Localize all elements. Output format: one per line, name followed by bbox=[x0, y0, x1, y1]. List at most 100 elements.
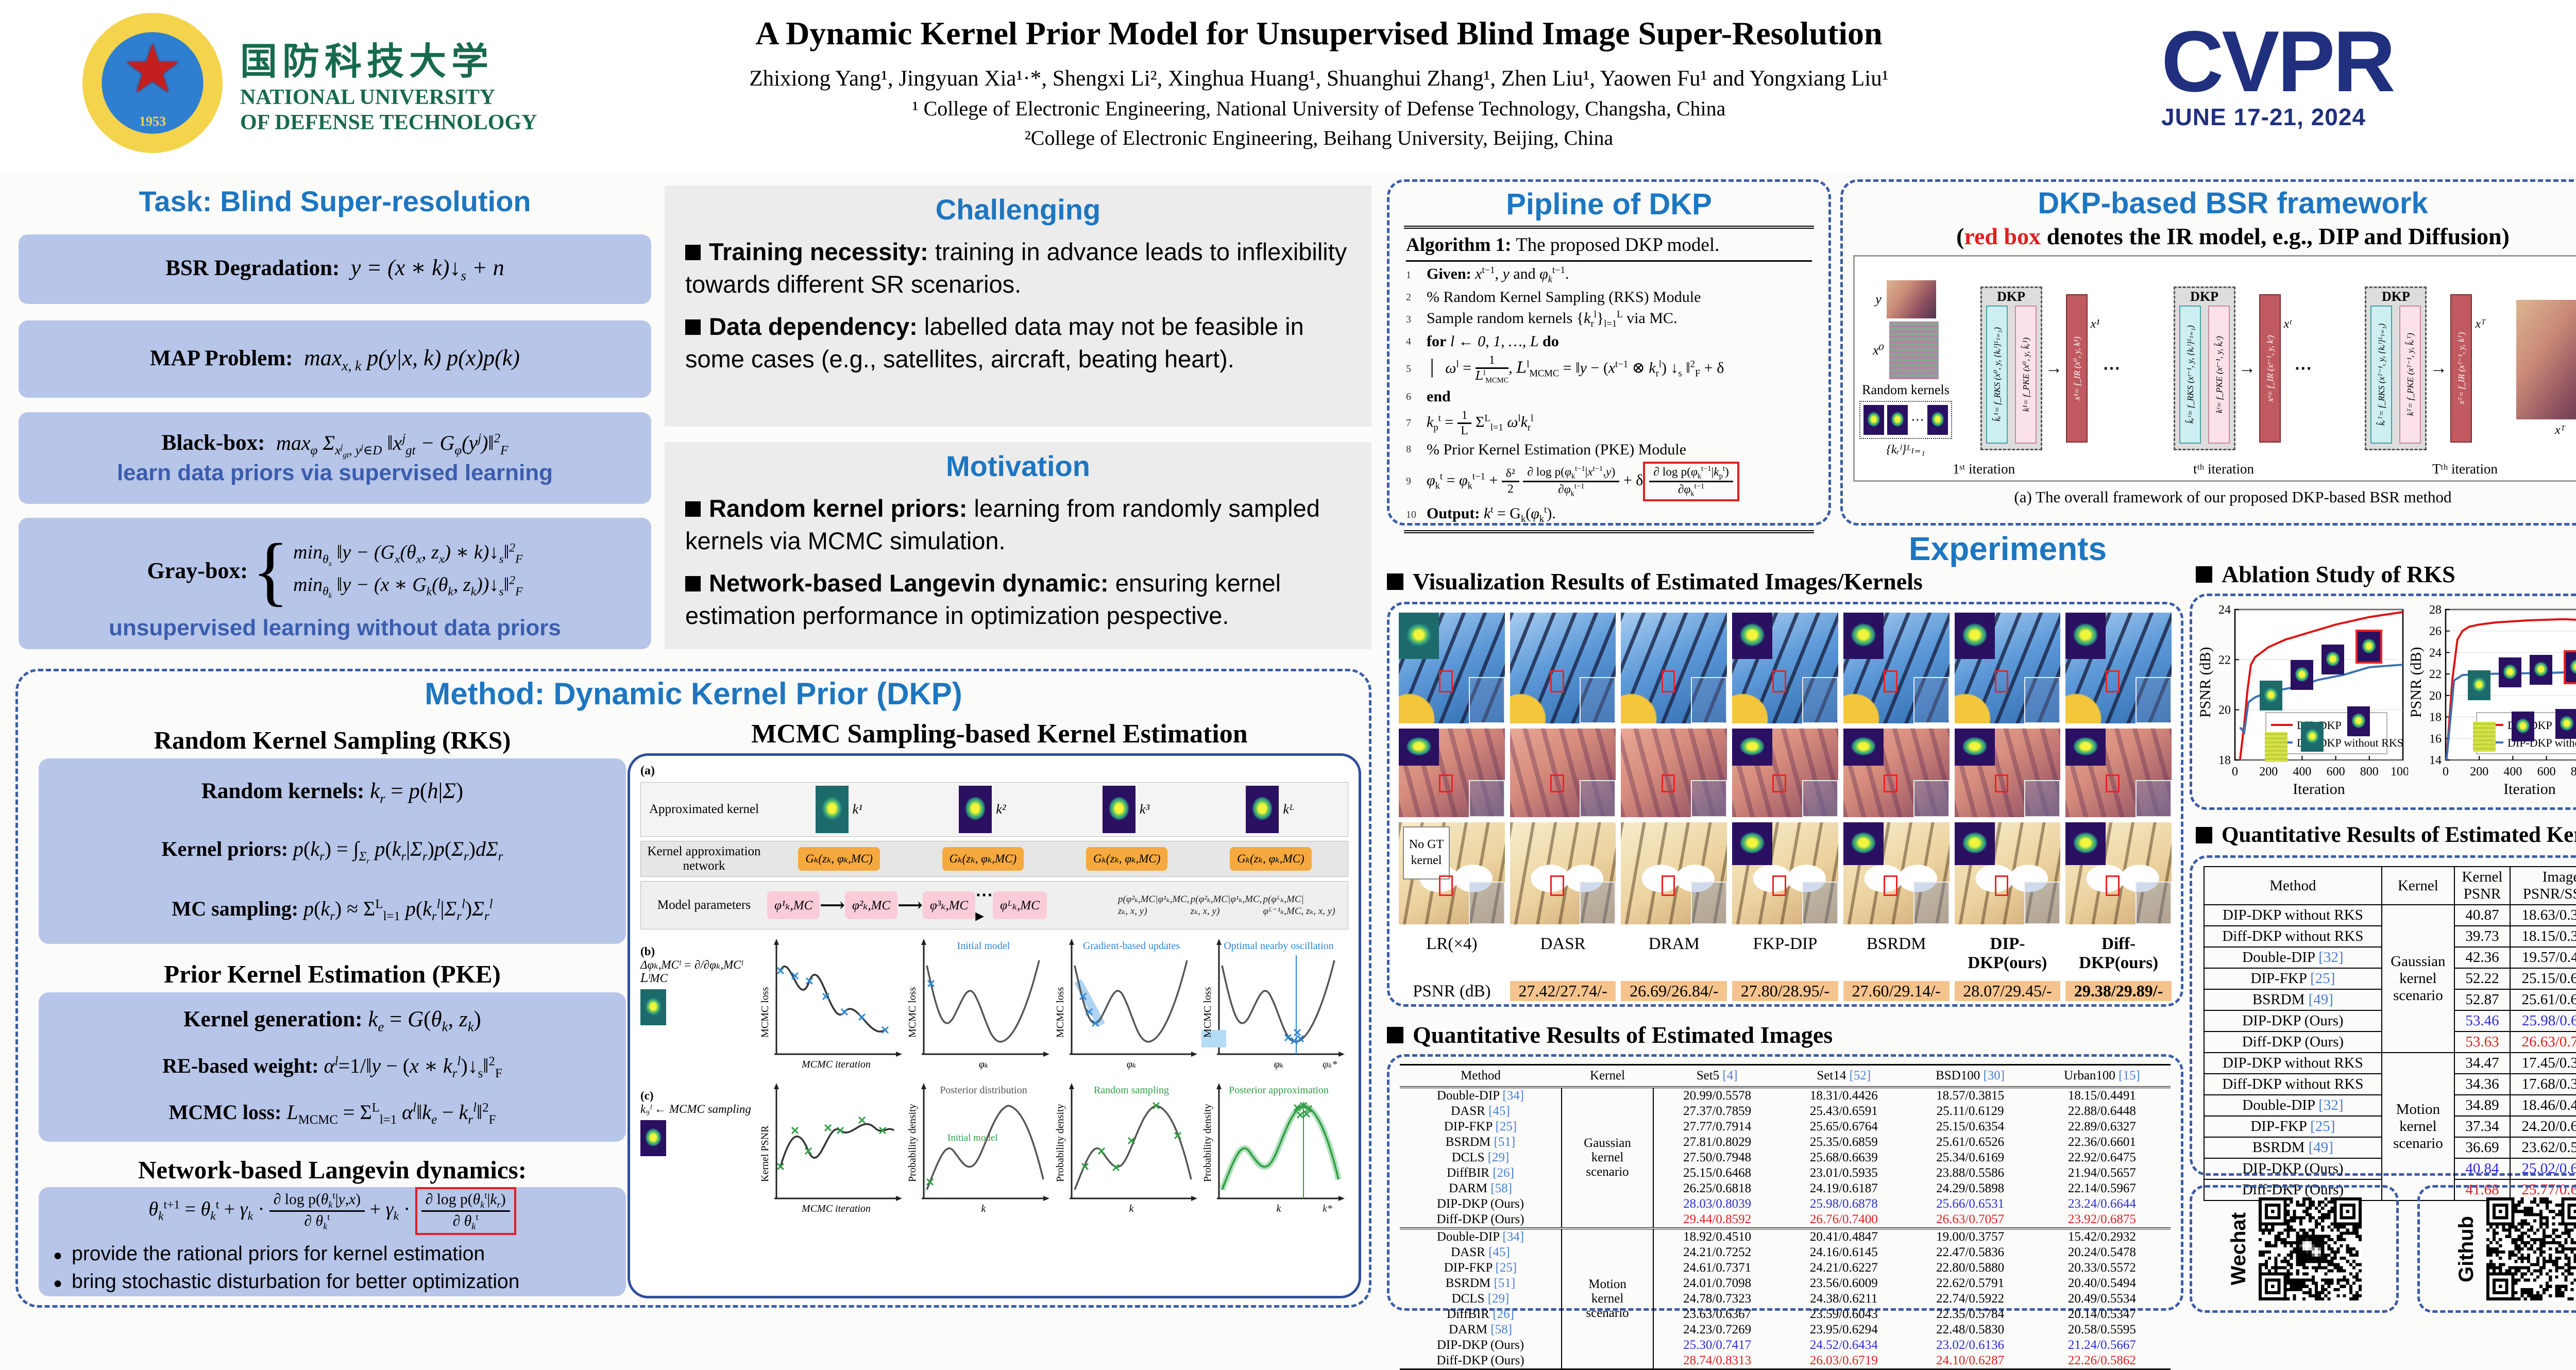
kernel-network-strip: Kernel approximation network Gₖ(zₖ, φₖ,M… bbox=[640, 841, 1348, 877]
kernel-inset bbox=[1732, 729, 1772, 766]
result-image-cell bbox=[1843, 729, 1950, 817]
svg-text:0: 0 bbox=[2443, 765, 2449, 779]
wechat-box: Wechat bbox=[2190, 1185, 2399, 1313]
transition-label: p(φ²ₖ,MC|φ¹ₖ,MC, zₖ, x, y) bbox=[1191, 893, 1263, 917]
arrow-icon: ⋯▸ bbox=[975, 885, 993, 926]
method-column-label: Diff-DKP(ours) bbox=[2065, 929, 2172, 973]
nudt-logo: ★ 1953 国防科技大学 NATIONAL UNIVERSITY OF DEF… bbox=[82, 13, 537, 153]
motivation-bullet-2: Network-based Langevin dynamic: ensuring… bbox=[685, 567, 1351, 632]
red-annotation-box bbox=[1550, 670, 1564, 692]
method-column-label: DRAM bbox=[1621, 929, 1727, 973]
psnr-value: 28.07/29.45/- bbox=[1955, 981, 2061, 1001]
bullet-square-icon bbox=[685, 576, 701, 591]
value-cell: 24.21/0.7252 bbox=[1653, 1245, 1781, 1260]
pipeline-heading: Pipline of DKP bbox=[1404, 187, 1814, 222]
kernel-mini-thumb bbox=[2530, 655, 2552, 685]
value-cell: 39.73 bbox=[2454, 926, 2510, 947]
value-cell: 20.49/0.5534 bbox=[2033, 1291, 2171, 1307]
kernel-thumb bbox=[1863, 405, 1884, 435]
fig-b-row: (b) Δφₖ,MCˡ = ∂/∂φₖ,MCˡ 𝐿ˡMC MCMC loss M… bbox=[640, 935, 1348, 1074]
value-cell: 25.15/0.6468 bbox=[1653, 1165, 1781, 1181]
red-annotation-box bbox=[1772, 875, 1786, 896]
red-annotation-box bbox=[1884, 774, 1897, 792]
kernel-mini-thumb bbox=[2260, 681, 2282, 711]
method-column-label: DASR bbox=[1510, 929, 1616, 973]
kernel-thumb bbox=[1927, 405, 1948, 435]
value-cell: 22.80/0.5880 bbox=[1907, 1260, 2033, 1276]
fig-b-formula: Δφₖ,MCˡ = ∂/∂φₖ,MCˡ 𝐿ˡMC bbox=[640, 958, 759, 985]
line-content: % Random Kernel Sampling (RKS) Module bbox=[1427, 289, 1701, 306]
result-image-cell bbox=[1843, 613, 1950, 723]
pke-row-2: RE-based weight: αl=1/‖y − (x ∗ krl)↓s‖2… bbox=[162, 1054, 502, 1081]
mcmc-heading: MCMC Sampling-based Kernel Estimation bbox=[634, 719, 1365, 749]
kernel-label: kᴸ bbox=[1283, 802, 1294, 817]
method-cell: DASR [45] bbox=[1400, 1104, 1562, 1119]
svg-text:MCMC loss: MCMC loss bbox=[759, 987, 771, 1038]
svg-text:18: 18 bbox=[2429, 711, 2442, 724]
svg-text:Probability density: Probability density bbox=[1055, 1104, 1066, 1182]
value-cell: 23.95/0.6294 bbox=[1781, 1322, 1907, 1338]
dots: ⋯ bbox=[2103, 358, 2120, 379]
red-annotation-box bbox=[1439, 774, 1453, 792]
column-header: Set5 [4] bbox=[1653, 1065, 1781, 1088]
line-number: 1 bbox=[1406, 269, 1419, 281]
svg-text:16: 16 bbox=[2429, 732, 2442, 746]
approximated-kernel: k² bbox=[959, 786, 1006, 833]
framework-heading: DKP-based BSR framework bbox=[1853, 186, 2576, 221]
value-cell: 24.19/0.6187 bbox=[1781, 1181, 1907, 1196]
value-cell: 20.41/0.4847 bbox=[1781, 1228, 1907, 1245]
psnr-row-label: PSNR (dB) bbox=[1399, 978, 1505, 1001]
pke-bar: k¹= f_PKE (x⁰, y, k̂ᵣ¹) bbox=[2015, 306, 2037, 444]
kernel-inset bbox=[1399, 613, 1439, 659]
wechat-qr-code bbox=[2259, 1197, 2362, 1300]
value-cell: 28.74/0.8313 bbox=[1653, 1353, 1781, 1369]
kernel-network-box: Gₖ(zₖ, φₖ,MC) bbox=[798, 847, 880, 871]
kernel-mini-thumb bbox=[2473, 722, 2496, 752]
pke-bar: kᵗ= f_PKE (xᵗ⁻¹, y, k̂ᵣᵗ) bbox=[2208, 306, 2230, 444]
zoom-inset bbox=[1469, 677, 1505, 723]
pke-bar: kᵀ= f_PKE (xᵀ⁻¹, y, k̂ᵣᵀ) bbox=[2399, 306, 2421, 444]
challenging-bullet-1: Training necessity: training in advance … bbox=[685, 235, 1351, 301]
svg-text:400: 400 bbox=[2293, 765, 2311, 779]
pke-heading: Prior Kernel Estimation (PKE) bbox=[39, 959, 626, 989]
value-cell: 34.89 bbox=[2454, 1095, 2510, 1116]
title-block: A Dynamic Kernel Prior Model for Unsuper… bbox=[608, 14, 2030, 150]
svg-text:200: 200 bbox=[2259, 765, 2278, 779]
value-cell: 19.57/0.4115 bbox=[2510, 947, 2576, 968]
psnr-value: 27.60/29.14/- bbox=[1843, 981, 1950, 1001]
value-cell: 20.33/0.5572 bbox=[2033, 1260, 2171, 1276]
red-annotation-box bbox=[1884, 670, 1897, 692]
red-annotation-box bbox=[1439, 670, 1453, 692]
kernel-label: k¹ bbox=[853, 802, 862, 817]
pipeline-panel: Pipline of DKP Algorithm 1: The proposed… bbox=[1387, 179, 1831, 526]
kernel-inset bbox=[1955, 613, 1995, 659]
value-cell: 18.46/0.4147 bbox=[2510, 1095, 2576, 1116]
value-cell: 25.11/0.6129 bbox=[1907, 1104, 2033, 1119]
random-kernels-label: Random kernels bbox=[1862, 382, 1950, 398]
method-cell: DARM [58] bbox=[1400, 1322, 1562, 1338]
line-number: 3 bbox=[1406, 314, 1419, 326]
method-column-label: LR(×4) bbox=[1399, 929, 1505, 973]
value-cell: 22.74/0.5922 bbox=[1907, 1291, 2033, 1307]
red-annotation-box bbox=[1662, 670, 1675, 692]
result-image-cell bbox=[1732, 613, 1838, 723]
rks-row-3: MC sampling: p(kr) ≈ ΣLl=1 p(krl|Σrl)Σrl bbox=[172, 897, 493, 924]
arrow-icon: → bbox=[2045, 359, 2063, 378]
value-cell: 22.36/0.6601 bbox=[2033, 1135, 2171, 1150]
method-cell: BSRDM [51] bbox=[1400, 1135, 1562, 1150]
lr-image-thumb bbox=[1887, 280, 1936, 318]
value-cell: 37.34 bbox=[2454, 1116, 2510, 1137]
value-cell: 42.36 bbox=[2454, 947, 2510, 968]
kernel-mini-thumb bbox=[2291, 660, 2313, 690]
kernel-thumb bbox=[640, 989, 666, 1025]
